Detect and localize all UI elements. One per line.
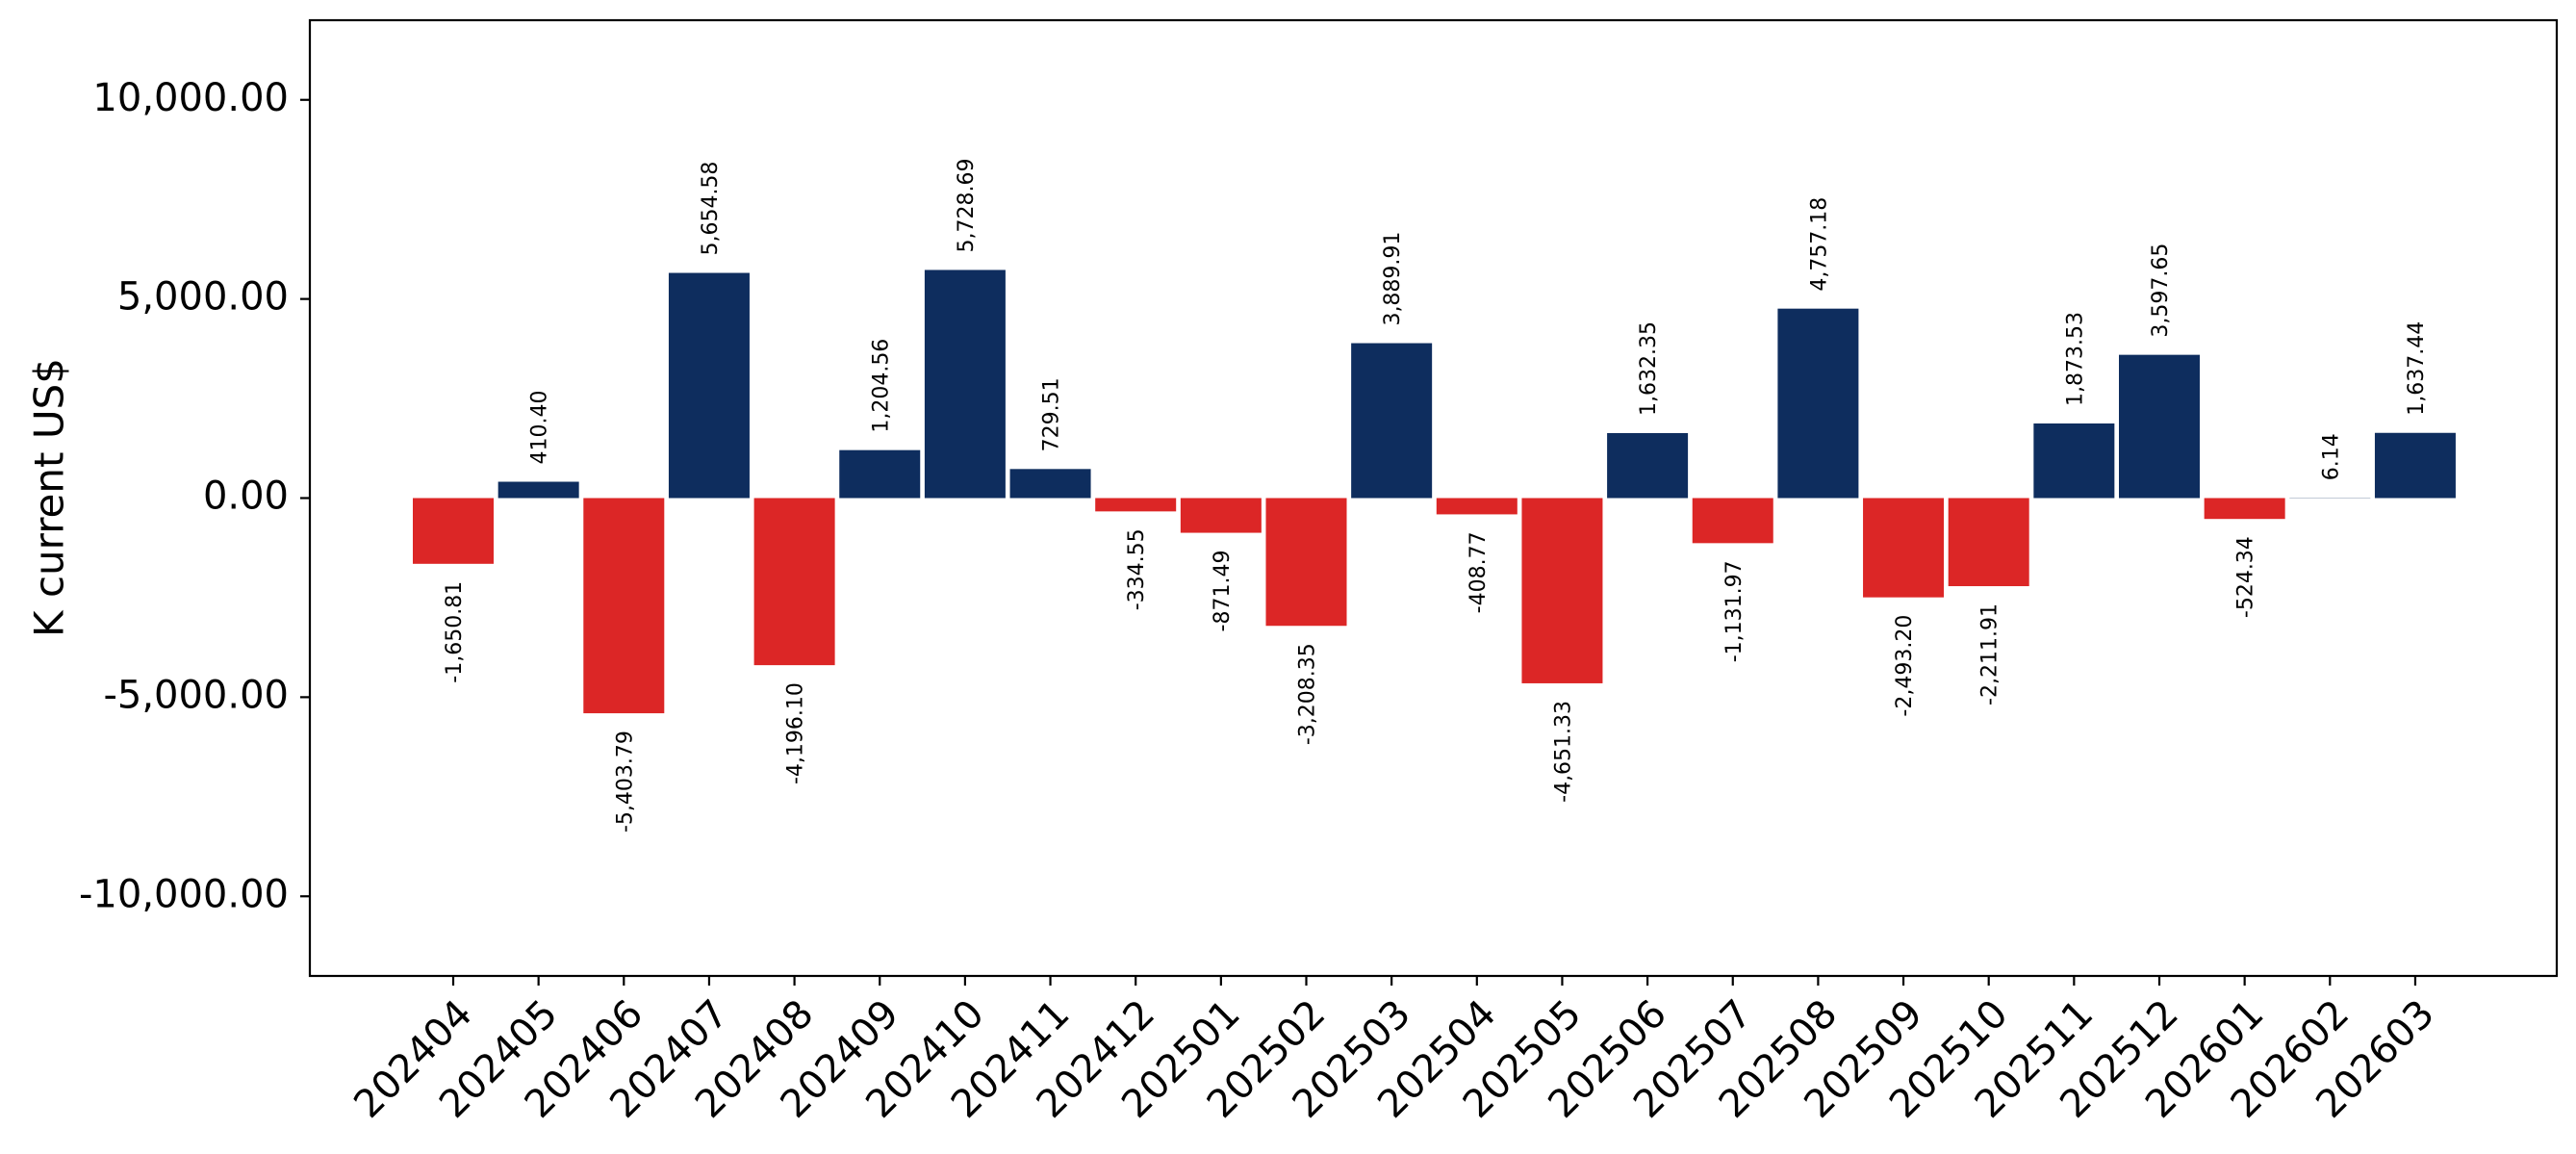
y-tick-label: 0.00 [203,474,289,519]
bar-value-label-202508: 4,757.18 [1807,197,1831,292]
y-tick-label: -5,000.00 [103,673,289,717]
bar-labels-group: -1,650.81 410.40 -5,403.79 5,654.58 -4,196.1… [443,159,2429,833]
bar-value-label-202512: 3,597.65 [2149,244,2173,338]
bar-value-label-202511: 1,873.53 [2063,312,2087,406]
y-axis-title: K current US$ [26,358,73,637]
bar-202506 [1607,432,1689,499]
bar-value-label-202601: -524.34 [2234,536,2258,618]
bar-202508 [1777,308,1859,499]
bar-202603 [2374,432,2456,499]
bar-202409 [839,449,921,499]
bar-value-label-202409: 1,204.56 [869,339,893,433]
bar-202501 [1180,498,1262,533]
bar-202412 [1095,498,1177,512]
bar-value-label-202502: -3,208.35 [1296,643,1320,745]
bar-value-label-202503: 3,889.91 [1381,232,1405,326]
bar-202407 [668,272,750,499]
bar-202509 [1863,498,1945,598]
bar-value-label-202410: 5,728.69 [955,159,979,253]
bar-value-label-202411: 729.51 [1040,377,1064,451]
bar-202406 [583,498,665,714]
bar-202503 [1351,343,1433,499]
bar-202512 [2119,354,2200,499]
bar-value-label-202505: -4,651.33 [1551,701,1575,803]
bar-202510 [1948,498,2029,587]
y-tick-label: -10,000.00 [79,872,289,916]
bar-202411 [1009,469,1091,499]
bar-value-label-202506: 1,632.35 [1637,321,1661,416]
bar-value-label-202412: -334.55 [1125,528,1149,610]
y-tick-label: 10,000.00 [92,76,289,120]
bar-202507 [1692,498,1773,544]
bar-value-label-202509: -2,493.20 [1893,615,1917,717]
bar-202505 [1521,498,1603,683]
bar-value-label-202510: -2,211.91 [1978,603,2002,705]
bar-202405 [497,481,579,499]
bar-value-label-202406: -5,403.79 [613,731,637,833]
bar-value-label-202407: 5,654.58 [699,162,723,256]
y-axis: -10,000.00 -5,000.00 0.00 5,000.00 10,000.00 [79,76,310,916]
bar-202601 [2204,498,2285,520]
bar-value-label-202507: -1,131.97 [1722,560,1747,662]
bar-value-label-202408: -4,196.10 [784,682,808,784]
bar-value-label-202504: -408.77 [1467,531,1491,613]
bar-202410 [924,269,1006,499]
bars-group [413,269,2456,714]
bar-202404 [413,498,494,564]
bar-202408 [753,498,835,666]
bar-202502 [1265,498,1347,627]
bar-value-label-202501: -871.49 [1211,551,1235,632]
bar-value-label-202602: 6.14 [2319,433,2343,480]
bar-202511 [2033,423,2115,499]
bar-value-label-202603: 1,637.44 [2405,321,2429,416]
bar-value-label-202404: -1,650.81 [443,581,467,683]
bar-202504 [1436,498,1518,515]
y-tick-label: 5,000.00 [117,275,289,320]
bar-value-label-202405: 410.40 [528,391,552,465]
